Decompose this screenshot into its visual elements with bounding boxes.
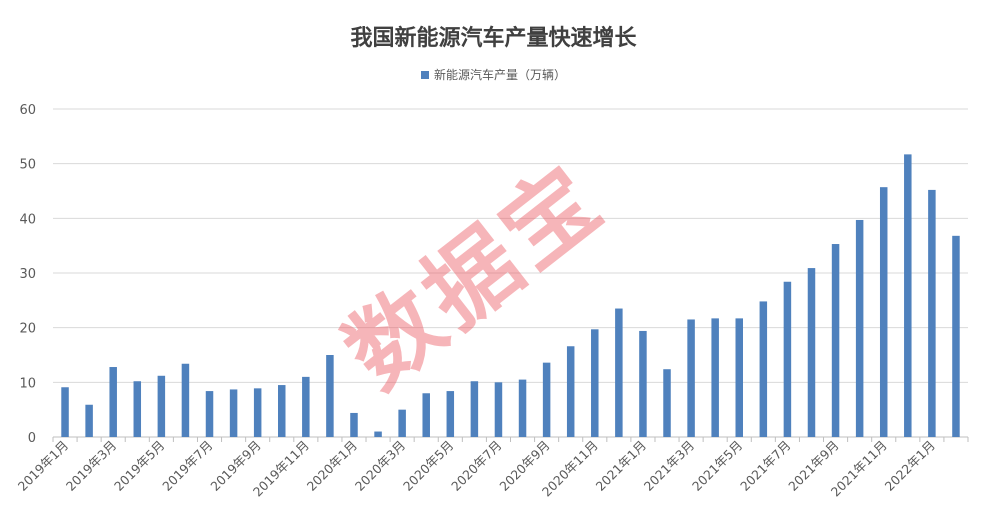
bar xyxy=(278,385,286,437)
y-tick-label: 30 xyxy=(19,267,36,282)
bar xyxy=(398,409,406,437)
x-tick-label: 2020年7月 xyxy=(448,438,504,494)
x-tick-label: 2020年3月 xyxy=(352,438,408,494)
bar xyxy=(229,389,238,437)
legend-swatch xyxy=(420,70,429,79)
bar xyxy=(663,369,671,437)
bar xyxy=(566,346,575,437)
bar xyxy=(639,330,647,437)
x-tick-label: 2021年3月 xyxy=(641,438,697,494)
chart-title: 我国新能源汽车产量快速增长 xyxy=(350,26,637,51)
y-tick-label: 10 xyxy=(19,376,36,391)
y-tick-label: 40 xyxy=(19,212,36,227)
bar xyxy=(494,382,503,437)
legend: 新能源汽车产量（万辆） xyxy=(0,66,987,83)
bar xyxy=(157,375,166,437)
bar xyxy=(831,244,840,437)
bar xyxy=(446,391,455,437)
x-tick-label: 2020年1月 xyxy=(304,438,360,494)
bar xyxy=(711,318,719,437)
bar xyxy=(326,355,334,437)
bar xyxy=(181,363,190,437)
y-tick-label: 50 xyxy=(19,158,36,173)
bar xyxy=(928,189,936,437)
bar xyxy=(422,393,430,437)
legend-label: 新能源汽车产量（万辆） xyxy=(433,68,566,82)
bar xyxy=(904,154,912,437)
bar xyxy=(615,308,623,437)
bar xyxy=(374,431,382,437)
bar xyxy=(759,301,768,437)
bar xyxy=(133,381,142,437)
bar xyxy=(61,387,69,437)
x-tick-label: 2019年5月 xyxy=(111,438,167,494)
x-tick-label: 2021年7月 xyxy=(737,438,793,494)
bar xyxy=(542,362,551,437)
bar xyxy=(205,391,214,437)
bar xyxy=(783,281,792,437)
x-tick-label: 2021年1月 xyxy=(593,438,649,494)
bar xyxy=(350,412,358,437)
y-tick-label: 0 xyxy=(28,431,36,446)
bar xyxy=(735,318,743,437)
bar xyxy=(470,381,479,437)
bar xyxy=(591,329,599,437)
bar xyxy=(807,268,816,437)
x-tick-label: 2021年5月 xyxy=(689,438,745,494)
y-tick-label: 20 xyxy=(19,322,36,337)
bar xyxy=(952,235,960,437)
x-tick-label: 2020年5月 xyxy=(400,438,456,494)
x-tick-label: 2022年1月 xyxy=(882,438,938,494)
y-tick-label: 60 xyxy=(19,103,36,118)
bar xyxy=(109,367,117,437)
bar xyxy=(85,404,93,437)
bar xyxy=(687,319,695,437)
bar xyxy=(302,376,310,437)
x-tick-label: 2019年1月 xyxy=(15,438,71,494)
x-tick-label: 2019年7月 xyxy=(159,438,215,494)
bar xyxy=(855,219,864,437)
bar xyxy=(518,379,527,437)
x-tick-label: 2019年3月 xyxy=(63,438,119,494)
bar xyxy=(879,187,888,437)
bar xyxy=(253,388,262,437)
